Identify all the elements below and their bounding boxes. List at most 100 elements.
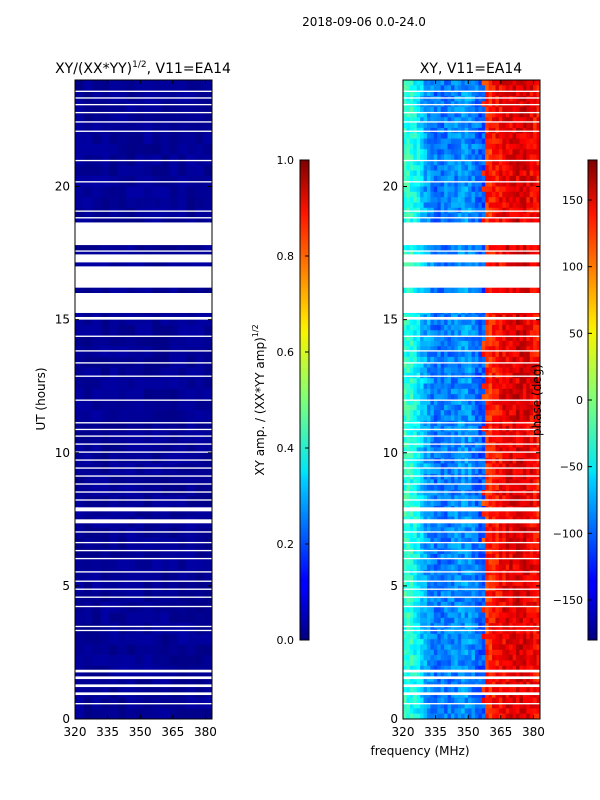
amplitude-heatmap-cell xyxy=(83,559,93,571)
amplitude-heatmap-cell xyxy=(143,655,153,667)
phase-heatmap-cell xyxy=(533,543,537,549)
phase-heatmap-cell xyxy=(485,548,490,555)
phase-heatmap-cell xyxy=(430,452,435,459)
amplitude-heatmap-cell xyxy=(177,282,187,294)
amplitude-heatmap-cell xyxy=(83,410,93,422)
phase-heatmap-cell xyxy=(488,335,493,342)
phase-heatmap-cell xyxy=(468,591,472,597)
amplitude-heatmap-cell xyxy=(100,399,110,411)
phase-heatmap-cell xyxy=(488,80,493,86)
amplitude-heatmap-cell xyxy=(177,420,187,432)
phase-heatmap-cell xyxy=(430,388,435,395)
phase-heatmap-cell xyxy=(464,90,469,97)
phase-heatmap-cell xyxy=(502,537,507,544)
flagged-gap xyxy=(75,293,212,313)
phase-heatmap-cell xyxy=(454,170,459,177)
phase-heatmap-cell xyxy=(471,111,476,118)
phase-heatmap-cell xyxy=(533,537,537,544)
phase-heatmap-cell xyxy=(526,596,531,603)
flagged-gap xyxy=(75,159,212,162)
phase-heatmap-cell xyxy=(502,463,507,470)
amplitude-heatmap-cell xyxy=(152,282,162,294)
phase-heatmap-cell xyxy=(519,186,524,193)
flagged-gap xyxy=(75,475,212,477)
phase-heatmap-cell xyxy=(430,511,435,518)
phase-heatmap-cell xyxy=(454,340,459,347)
amplitude-heatmap-cell xyxy=(203,378,212,390)
phase-heatmap-cell xyxy=(437,537,442,544)
phase-heatmap-cell xyxy=(468,213,472,219)
phase-heatmap-cell xyxy=(495,181,500,187)
phase-heatmap-cell xyxy=(505,111,510,118)
phase-heatmap-cell xyxy=(505,250,510,257)
phase-heatmap-cell xyxy=(509,415,513,422)
phase-heatmap-cell xyxy=(420,213,424,219)
phase-heatmap-cell xyxy=(485,495,490,502)
phase-heatmap-cell xyxy=(444,479,448,486)
amplitude-heatmap-cell xyxy=(134,335,144,347)
phase-heatmap-cell xyxy=(440,447,445,454)
phase-heatmap-cell xyxy=(409,420,414,427)
phase-heatmap-cell xyxy=(468,351,472,358)
phase-heatmap-cell xyxy=(505,537,510,544)
phase-heatmap-cell xyxy=(430,543,435,549)
phase-heatmap-cell xyxy=(461,340,466,347)
phase-heatmap-cell xyxy=(433,213,438,219)
amplitude-heatmap-cell xyxy=(92,420,102,432)
phase-heatmap-cell xyxy=(464,165,469,171)
phase-heatmap-cell xyxy=(502,500,507,507)
amplitude-heatmap-cell xyxy=(92,527,102,539)
amplitude-panel: XY/(XX*YY)1/2, V11=EA14 320 335 350 365 3800… xyxy=(34,60,231,739)
phase-heatmap-cell xyxy=(488,495,493,502)
amplitude-heatmap-cell xyxy=(100,506,110,518)
phase-heatmap-cell xyxy=(433,548,438,555)
phase-heatmap-cell xyxy=(529,287,534,294)
phase-heatmap-cell xyxy=(488,138,493,145)
amplitude-heatmap-cell xyxy=(203,484,212,496)
amplitude-heatmap-cell xyxy=(160,442,170,454)
phase-heatmap-cell xyxy=(409,111,414,118)
phase-heatmap-cell xyxy=(433,569,438,576)
phase-heatmap-cell xyxy=(498,468,503,475)
phase-heatmap-cell xyxy=(420,463,424,470)
amplitude-colorbar-tick-label: 0.0 xyxy=(277,634,295,647)
phase-heatmap-cell xyxy=(533,197,537,203)
phase-heatmap-cell xyxy=(529,575,534,581)
phase-heatmap-cell xyxy=(447,500,452,507)
phase-heatmap-cell xyxy=(430,165,435,171)
phase-heatmap-cell xyxy=(536,580,540,587)
phase-heatmap-cell xyxy=(519,596,524,603)
phase-heatmap-cell xyxy=(498,319,503,326)
phase-heatmap-cell xyxy=(440,596,445,603)
phase-heatmap-cell xyxy=(440,170,445,177)
phase-heatmap-cell xyxy=(533,170,537,177)
phase-heatmap-cell xyxy=(454,569,459,576)
phase-heatmap-cell xyxy=(502,458,507,464)
amplitude-heatmap-cell xyxy=(177,527,187,539)
phase-heatmap-cell xyxy=(522,415,527,422)
phase-heatmap-cell xyxy=(526,335,531,342)
phase-heatmap-cell xyxy=(505,175,510,182)
phase-heatmap-cell xyxy=(423,420,428,427)
phase-heatmap-cell xyxy=(423,601,428,608)
phase-heatmap-cell xyxy=(471,117,476,123)
phase-heatmap-cell xyxy=(444,394,448,400)
phase-heatmap-cell xyxy=(488,95,493,102)
amplitude-heatmap-cell xyxy=(100,324,110,337)
amplitude-heatmap-cell xyxy=(134,495,144,507)
phase-heatmap-cell xyxy=(450,85,455,92)
phase-heatmap-cell xyxy=(416,591,421,597)
phase-heatmap-cell xyxy=(485,95,490,102)
phase-heatmap-cell xyxy=(454,324,459,331)
phase-heatmap-cell xyxy=(403,138,407,145)
phase-heatmap-cell xyxy=(488,367,493,374)
phase-heatmap-cell xyxy=(502,511,507,518)
phase-heatmap-cell xyxy=(406,245,411,251)
phase-heatmap-cell xyxy=(468,553,472,560)
phase-heatmap-cell xyxy=(522,191,527,198)
phase-heatmap-cell xyxy=(430,85,435,92)
amplitude-heatmap-cell xyxy=(143,399,153,411)
phase-heatmap-cell xyxy=(498,569,503,576)
phase-heatmap-cell xyxy=(413,564,418,571)
phase-heatmap-cell xyxy=(498,484,503,491)
